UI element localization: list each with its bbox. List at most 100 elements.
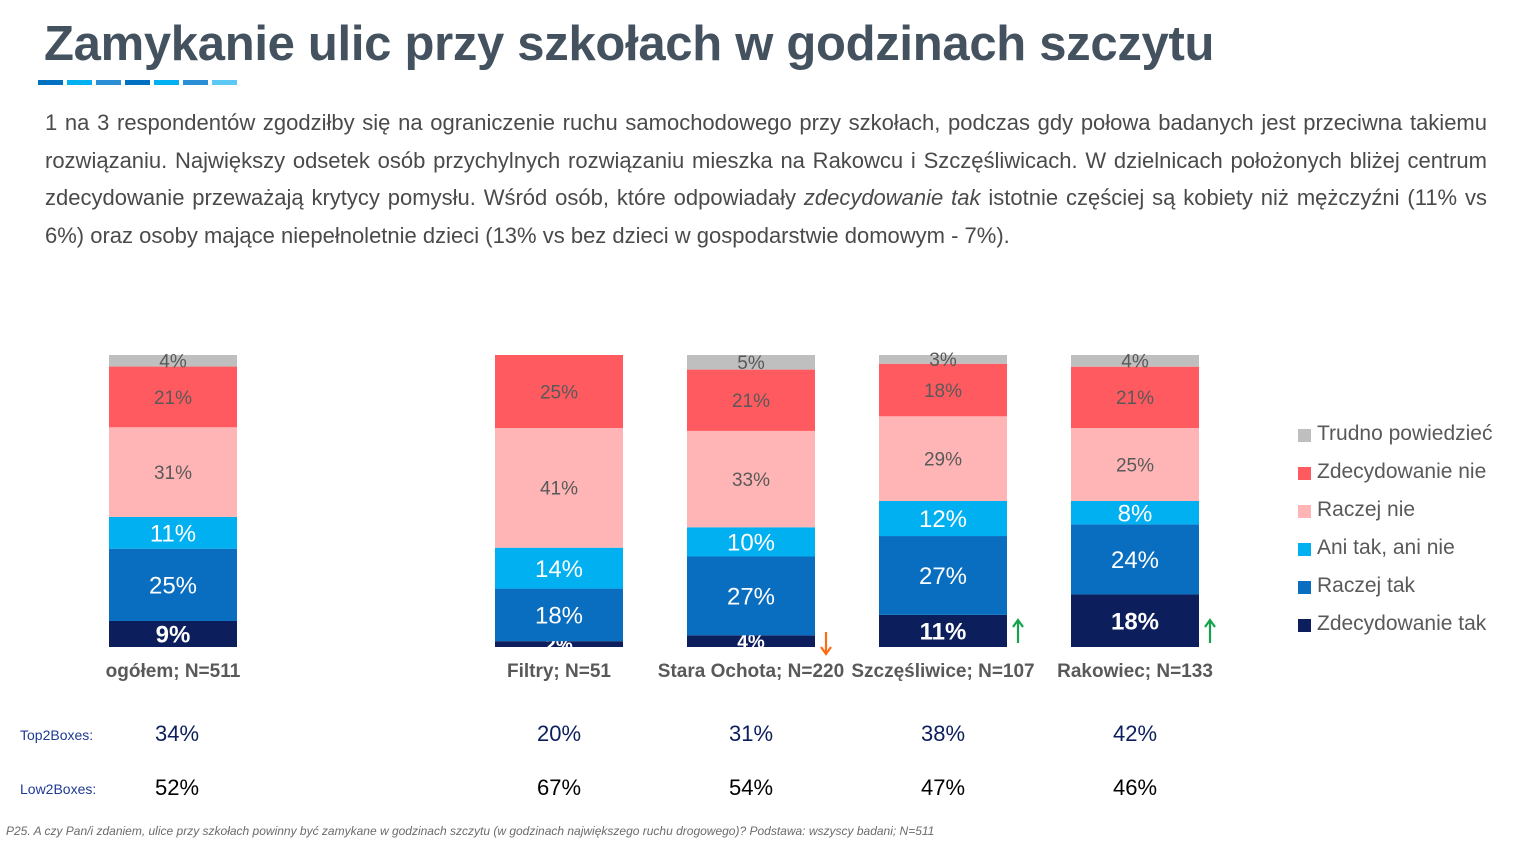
legend-swatch: [1298, 581, 1311, 594]
page-title: Zamykanie ulic przy szkołach w godzinach…: [44, 17, 1215, 71]
category-label: Filtry; N=51: [507, 661, 611, 682]
bar-segment: [1071, 501, 1199, 525]
arrow-up-icon: [1012, 618, 1024, 628]
data-label: 14%: [535, 556, 583, 583]
data-label: 4%: [737, 632, 765, 653]
arrow-up-icon: [1204, 618, 1216, 628]
legend-label: Raczej nie: [1317, 498, 1416, 521]
data-label: 18%: [924, 381, 962, 402]
data-label: 11%: [920, 619, 967, 646]
bar-segment: [879, 614, 1007, 647]
bar-segment: [687, 369, 815, 431]
bar-segment: [495, 588, 623, 642]
underline-segment: [38, 80, 63, 85]
bar-segment: [687, 635, 815, 647]
summary-value: 20%: [537, 721, 581, 746]
bar-segment: [1071, 428, 1199, 501]
data-label: 4%: [1121, 352, 1149, 373]
bar-segment: [879, 416, 1007, 501]
category-label: Rakowiec; N=133: [1057, 661, 1213, 682]
bar-segment: [879, 363, 1007, 417]
legend-swatch: [1298, 467, 1311, 480]
legend-label: Zdecydowanie tak: [1317, 612, 1487, 635]
intro-text: 1 na 3 respondentów zgodziłby się na ogr…: [45, 110, 1487, 210]
underline-segment: [183, 80, 208, 85]
title-underline: [38, 80, 237, 85]
data-label: 4%: [159, 352, 187, 373]
data-label: 12%: [919, 506, 967, 533]
category-label: ogółem; N=511: [106, 661, 241, 682]
category-label: Stara Ochota; N=220: [658, 661, 844, 682]
bar-segment: [1071, 366, 1199, 428]
underline-segment: [125, 80, 150, 85]
data-label: 21%: [1116, 388, 1154, 409]
legend-item: Zdecydowanie tak: [1298, 610, 1528, 640]
bar-segment: [879, 536, 1007, 615]
legend-item: Ani tak, ani nie: [1298, 534, 1528, 564]
legend-swatch: [1298, 505, 1311, 518]
legend-item: Raczej tak: [1298, 572, 1528, 602]
bar-segment: [687, 556, 815, 636]
bar-segment: [109, 620, 237, 647]
bar-segment: [687, 430, 815, 528]
category-label: Szczęśliwice; N=107: [851, 661, 1034, 682]
bar-segment: [109, 516, 237, 549]
data-label: 11%: [150, 520, 196, 547]
data-label: 25%: [149, 572, 197, 599]
bar-segment: [109, 548, 237, 621]
bar-segment: [687, 355, 815, 370]
data-label: 18%: [1111, 608, 1159, 635]
data-label: 24%: [1111, 547, 1159, 574]
data-label: 41%: [540, 479, 578, 500]
intro-emphasis: zdecydowanie tak: [803, 185, 981, 210]
data-label: 25%: [1116, 455, 1154, 476]
legend-item: Zdecydowanie nie: [1298, 458, 1528, 488]
legend-label: Trudno powiedzieć: [1317, 422, 1493, 445]
legend-item: Trudno powiedzieć: [1298, 420, 1528, 450]
summary-value: 38%: [921, 721, 965, 746]
underline-segment: [154, 80, 179, 85]
data-label: 25%: [540, 382, 578, 403]
bar-segment: [495, 641, 623, 647]
legend-label: Ani tak, ani nie: [1317, 536, 1455, 559]
summary-value: 34%: [155, 721, 199, 746]
summary-value: 67%: [537, 775, 581, 800]
bar-segment: [109, 355, 237, 367]
data-label: 29%: [924, 450, 962, 471]
summary-value: 46%: [1113, 775, 1157, 800]
legend-swatch: [1298, 619, 1311, 632]
underline-segment: [67, 80, 92, 85]
intro-paragraph: 1 na 3 respondentów zgodziłby się na ogr…: [45, 104, 1487, 254]
legend-label: Raczej tak: [1317, 574, 1416, 597]
summary-row-label: Low2Boxes:: [20, 781, 96, 797]
data-label: 18%: [535, 603, 583, 630]
legend-swatch: [1298, 543, 1311, 556]
arrow-down-icon: [820, 646, 832, 656]
data-label: 9%: [156, 622, 191, 649]
bar-segment: [879, 355, 1007, 364]
bar-segment: [879, 501, 1007, 537]
bar-segment: [109, 427, 237, 517]
summary-value: 52%: [155, 775, 199, 800]
bar-segment: [495, 355, 623, 428]
data-label: 5%: [737, 353, 765, 374]
bar-segment: [1071, 524, 1199, 595]
summary-value: 47%: [921, 775, 965, 800]
intro-text-end: istotnie częściej są kobiety niż mężczyź…: [45, 185, 1487, 248]
data-label: 27%: [727, 584, 775, 611]
footnote: P25. A czy Pan/i zdaniem, ulice przy szk…: [6, 824, 935, 838]
stacked-bar-chart: 9%25%11%31%21%4%ogółem; N=5112%18%14%41%…: [20, 350, 1216, 800]
data-label: 3%: [929, 350, 957, 371]
legend-label: Zdecydowanie nie: [1317, 460, 1487, 483]
data-label: 10%: [727, 530, 775, 557]
summary-value: 31%: [729, 721, 773, 746]
legend-swatch: [1298, 429, 1311, 442]
bar-segment: [109, 366, 237, 428]
data-label: 31%: [154, 463, 192, 484]
data-label: 21%: [154, 388, 192, 409]
summary-value: 42%: [1113, 721, 1157, 746]
data-label: 27%: [919, 563, 967, 590]
summary-value: 54%: [729, 775, 773, 800]
bar-segment: [495, 547, 623, 589]
bar-segment: [1071, 594, 1199, 647]
